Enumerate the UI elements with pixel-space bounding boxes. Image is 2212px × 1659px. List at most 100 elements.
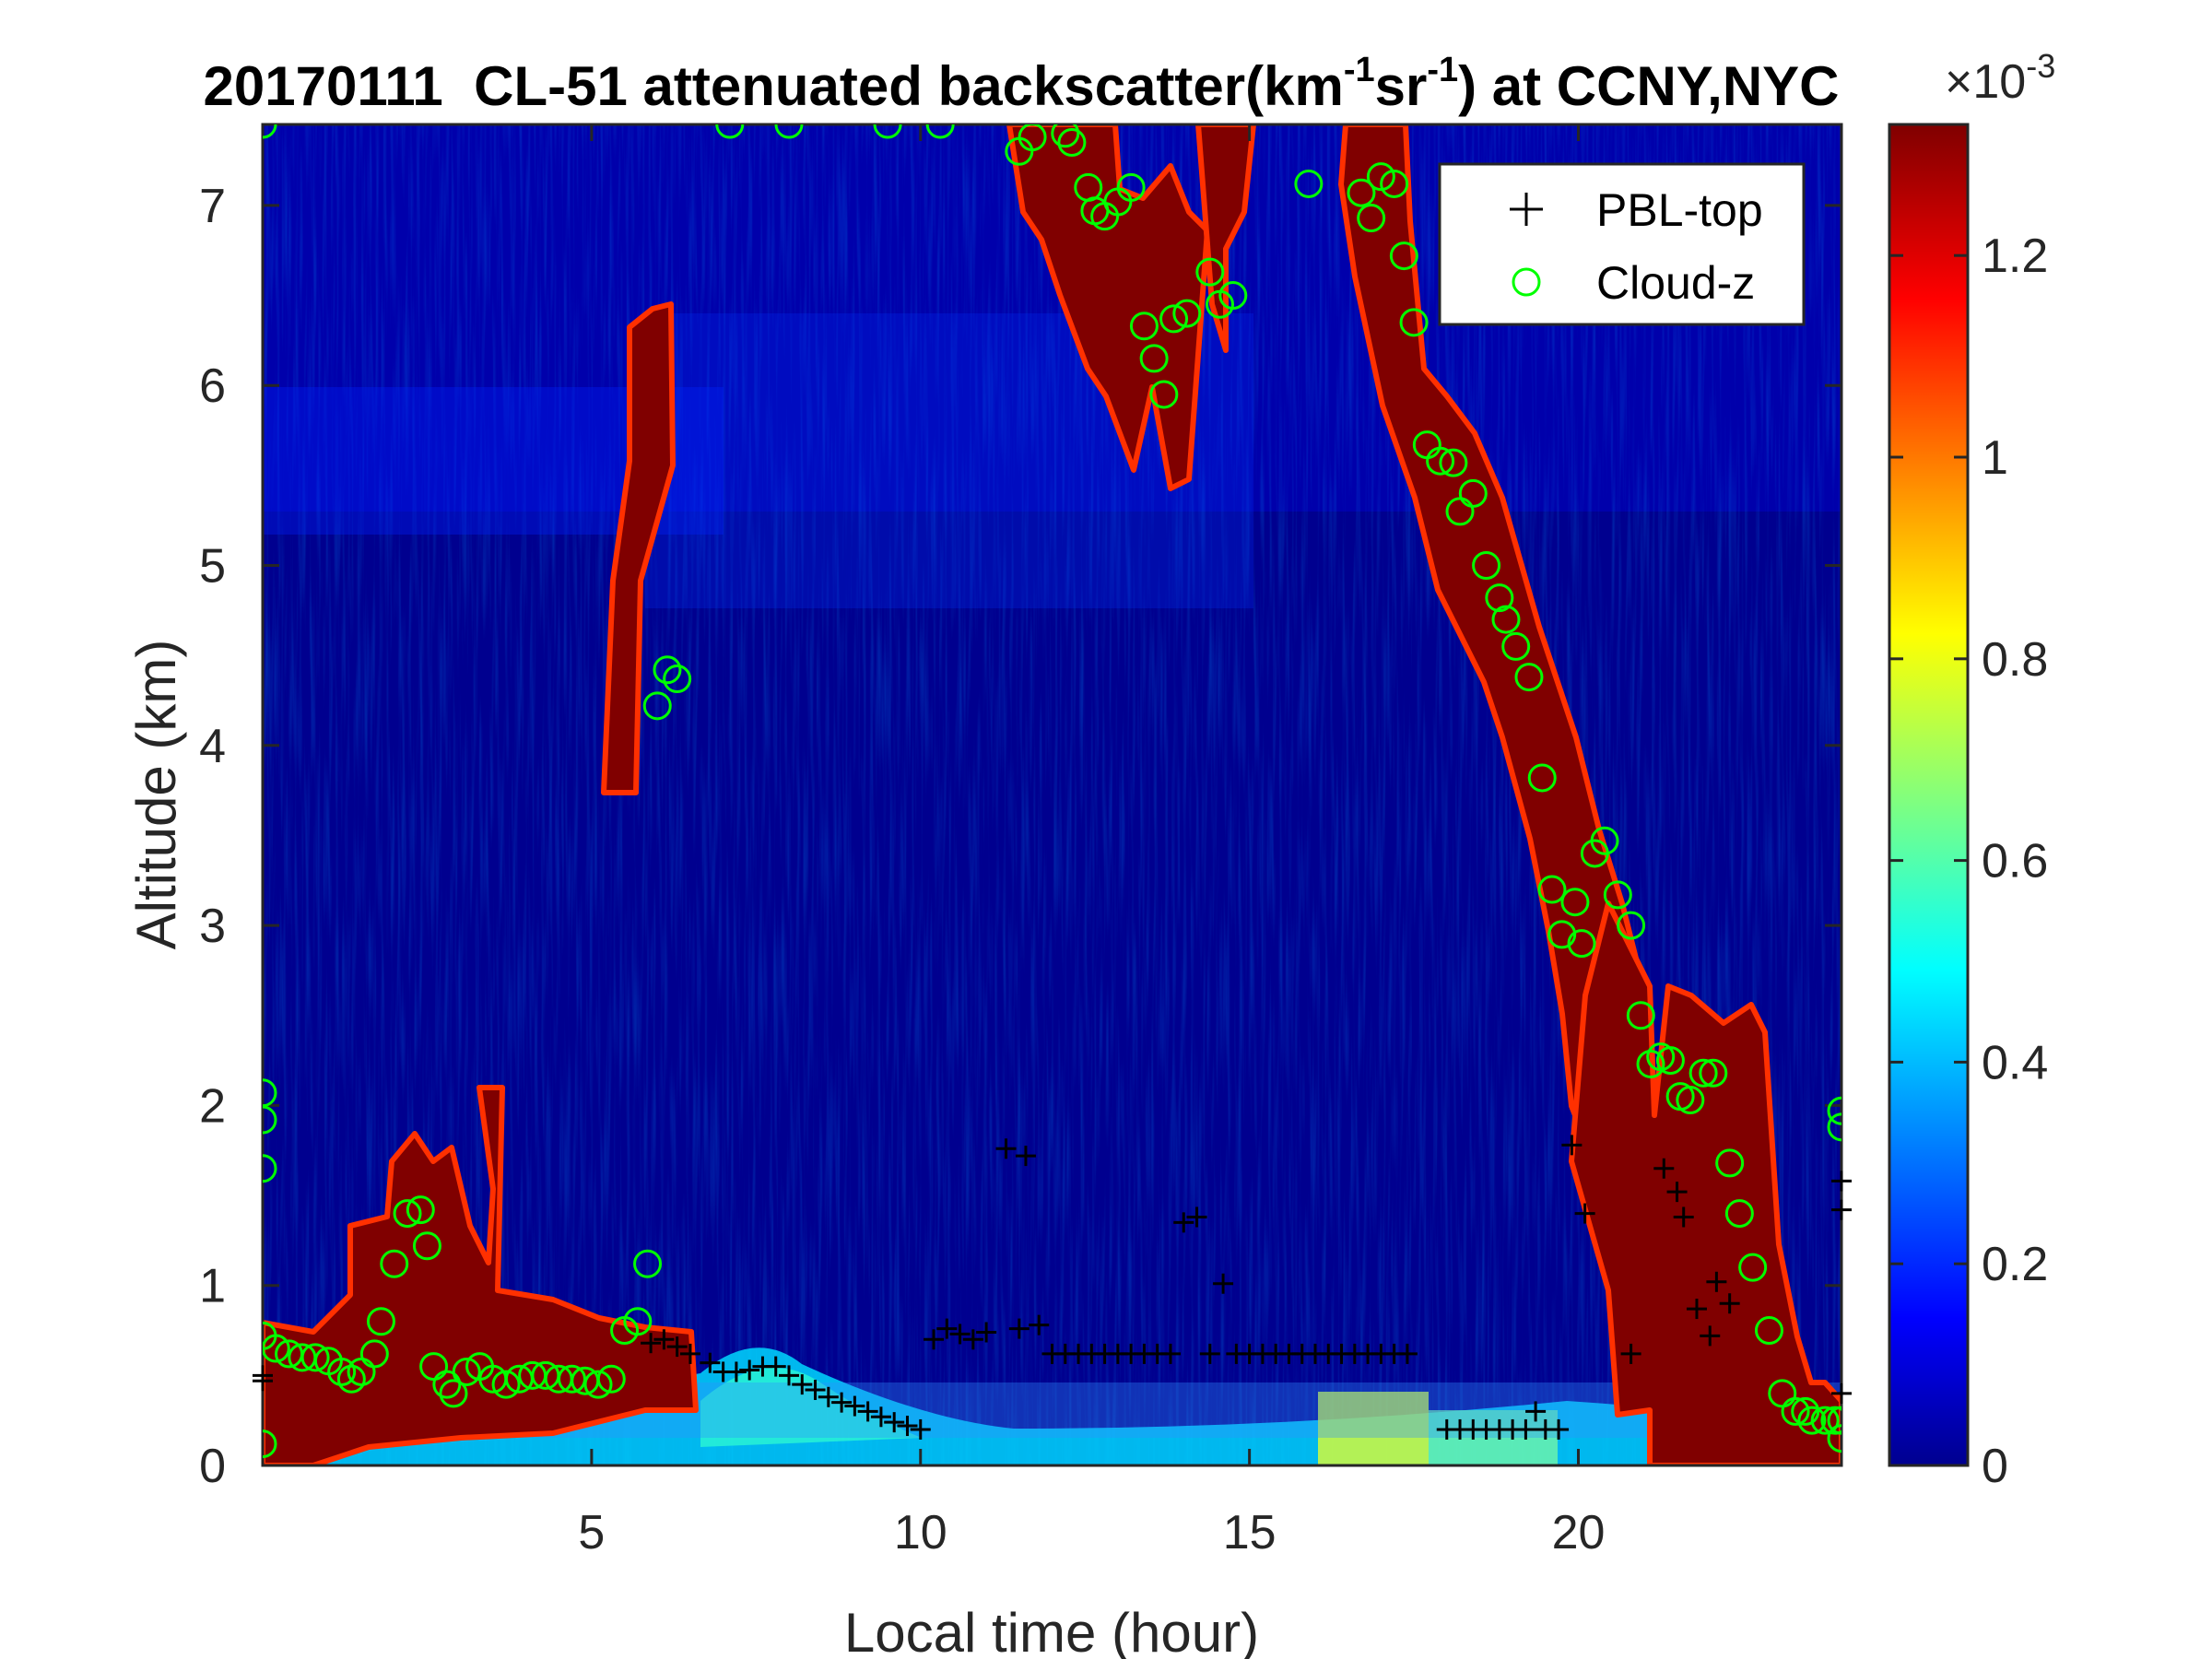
cloud-z-point xyxy=(1567,929,1596,959)
cloud-z-point xyxy=(1636,1049,1665,1078)
cloud-z-point xyxy=(623,1307,653,1336)
pbl-top-point xyxy=(1831,1382,1852,1404)
cloud-z-point xyxy=(715,124,745,139)
cloud-z-point xyxy=(366,1307,395,1336)
cloud-mid-altitude xyxy=(601,301,676,795)
colorbar: 0 0.2 0.4 0.6 0.8 1 1.2 ×10-3 xyxy=(1888,47,2055,1493)
cloud-z-point xyxy=(1791,1396,1820,1426)
cloud-z-point xyxy=(263,1430,277,1459)
cloud-z-point xyxy=(263,1334,290,1363)
pbl-top-point xyxy=(831,1392,853,1413)
cloud-z-point xyxy=(1380,169,1409,198)
colorbar-tick-label: 1.2 xyxy=(1982,229,2048,283)
cloud-z-point xyxy=(1389,241,1418,271)
cloud-z-point xyxy=(1547,920,1577,949)
cloud-z-point xyxy=(925,124,955,139)
cloud-z-point xyxy=(452,1357,481,1386)
pbl-top-point xyxy=(910,1418,931,1440)
x-axis: 5 10 15 20 xyxy=(578,124,1605,1559)
cloud-z-point xyxy=(1688,1058,1718,1088)
cloud-z-point xyxy=(1366,162,1395,192)
cloud-z-point xyxy=(1485,583,1514,613)
pbl-top-point xyxy=(1831,1199,1852,1220)
cloud-z-point xyxy=(1626,1001,1655,1030)
cloud-z-point xyxy=(583,1370,613,1399)
pbl-top-point xyxy=(1700,1325,1721,1347)
pbl-top-point xyxy=(844,1395,865,1417)
pbl-top-point xyxy=(818,1386,839,1407)
cloud-z-point xyxy=(1116,172,1146,202)
cloud-z-point xyxy=(1491,605,1521,634)
legend-pbl-label: PBL-top xyxy=(1596,184,1763,236)
cloud-z-point xyxy=(1724,1199,1754,1229)
cloud-z-point xyxy=(1603,880,1632,910)
cloud-z-point xyxy=(1439,448,1468,477)
cloud-z-point xyxy=(1195,257,1225,287)
colorbar-tick-label: 1 xyxy=(1982,431,2008,485)
pbl-top-point xyxy=(765,1356,786,1377)
cloud-z-point xyxy=(1426,446,1455,476)
cloud-z-point xyxy=(1827,1096,1841,1125)
pbl-top-point xyxy=(653,1329,675,1350)
legend-cloud-label: Cloud-z xyxy=(1596,257,1755,309)
pbl-top-point xyxy=(1666,1182,1688,1203)
pbl-top-point xyxy=(1673,1206,1694,1228)
pbl-top-point xyxy=(962,1329,983,1350)
cloud-z-point xyxy=(491,1370,521,1399)
cloud-z-point xyxy=(263,1105,277,1135)
pbl-top-point xyxy=(857,1401,878,1422)
cloud-z-point xyxy=(596,1364,626,1394)
cloud-z-point xyxy=(263,1154,277,1183)
surface-aerosol xyxy=(1318,1392,1429,1465)
cloud-z-point xyxy=(1472,550,1501,580)
cloud-z-point xyxy=(774,124,804,139)
pbl-top-point xyxy=(1561,1135,1583,1156)
pbl-top-point xyxy=(976,1322,997,1343)
pbl-top-point xyxy=(884,1412,905,1433)
pbl-top-point xyxy=(1213,1273,1234,1294)
pbl-top-point xyxy=(1029,1314,1050,1335)
y-tick-label: 4 xyxy=(199,720,226,773)
pbl-top-point xyxy=(1548,1418,1570,1440)
y-tick-label: 3 xyxy=(199,900,226,953)
pbl-top-point xyxy=(1574,1203,1595,1224)
y-tick-label: 6 xyxy=(199,359,226,413)
pbl-top-point xyxy=(779,1365,799,1386)
cloud-z-point xyxy=(1218,281,1248,311)
legend-pbl-marker xyxy=(1510,193,1543,226)
cloud-z-point xyxy=(642,691,672,721)
cloud-z-point xyxy=(1537,875,1567,904)
cloud-z-point xyxy=(1781,1396,1810,1426)
pbl-top-series xyxy=(253,1135,1852,1440)
pbl-top-point xyxy=(641,1333,662,1354)
pbl-top-point xyxy=(1653,1158,1675,1179)
chart-title: 20170111 CL-51 attenuated backscatter(km… xyxy=(203,51,1839,117)
cloud-late-low xyxy=(1569,900,1841,1465)
x-tick-label: 15 xyxy=(1223,1506,1277,1559)
cloud-z-point xyxy=(1617,911,1646,940)
cloud-z-point xyxy=(1590,826,1619,855)
cloud-z-point xyxy=(412,1231,441,1261)
cloud-z-series xyxy=(263,124,1841,1459)
pbl-top-point xyxy=(679,1343,700,1364)
cloud-z-point xyxy=(359,1339,389,1369)
pbl-top-point xyxy=(1831,1171,1852,1192)
cloud-z-point xyxy=(633,1249,663,1278)
cloud-z-point xyxy=(1797,1406,1827,1435)
cloud-z-point xyxy=(1820,1406,1841,1435)
pbl-top-point xyxy=(949,1324,971,1345)
cloud-z-point xyxy=(1294,169,1324,198)
pbl-top-point xyxy=(1525,1401,1547,1422)
pbl-top-point xyxy=(666,1336,688,1358)
pbl-top-point xyxy=(1008,1318,1030,1339)
pbl-top-point xyxy=(1396,1343,1418,1364)
pbl-top-point xyxy=(897,1416,918,1437)
cloud-z-point xyxy=(1827,1424,1841,1453)
cloud-z-point xyxy=(1501,631,1531,661)
legend: PBL-top Cloud-z xyxy=(1438,162,1806,326)
cloud-z-point xyxy=(1347,178,1376,207)
cloud-z-point xyxy=(1357,204,1386,233)
cloud-z-point xyxy=(393,1199,422,1229)
colorbar-tick-label: 0.8 xyxy=(1982,633,2048,687)
